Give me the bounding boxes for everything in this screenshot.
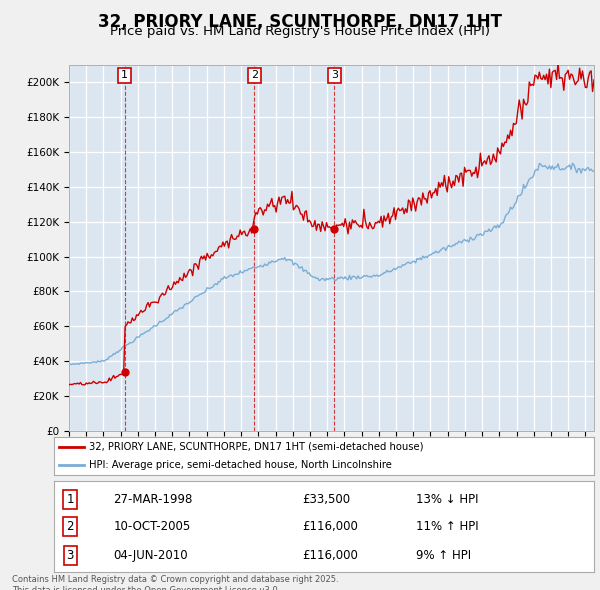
- Text: £116,000: £116,000: [302, 549, 358, 562]
- Text: 27-MAR-1998: 27-MAR-1998: [113, 493, 193, 506]
- Text: 13% ↓ HPI: 13% ↓ HPI: [416, 493, 478, 506]
- Text: Contains HM Land Registry data © Crown copyright and database right 2025.
This d: Contains HM Land Registry data © Crown c…: [12, 575, 338, 590]
- Text: 32, PRIORY LANE, SCUNTHORPE, DN17 1HT (semi-detached house): 32, PRIORY LANE, SCUNTHORPE, DN17 1HT (s…: [89, 442, 424, 452]
- Text: Price paid vs. HM Land Registry's House Price Index (HPI): Price paid vs. HM Land Registry's House …: [110, 25, 490, 38]
- Text: 04-JUN-2010: 04-JUN-2010: [113, 549, 188, 562]
- Text: 3: 3: [331, 70, 338, 80]
- Text: 3: 3: [67, 549, 74, 562]
- Text: £33,500: £33,500: [302, 493, 350, 506]
- Text: 9% ↑ HPI: 9% ↑ HPI: [416, 549, 471, 562]
- Text: HPI: Average price, semi-detached house, North Lincolnshire: HPI: Average price, semi-detached house,…: [89, 460, 392, 470]
- Text: 2: 2: [67, 520, 74, 533]
- Text: 1: 1: [121, 70, 128, 80]
- Text: 1: 1: [67, 493, 74, 506]
- Text: 32, PRIORY LANE, SCUNTHORPE, DN17 1HT: 32, PRIORY LANE, SCUNTHORPE, DN17 1HT: [98, 13, 502, 31]
- Text: 2: 2: [251, 70, 258, 80]
- Text: 10-OCT-2005: 10-OCT-2005: [113, 520, 191, 533]
- Text: 11% ↑ HPI: 11% ↑ HPI: [416, 520, 478, 533]
- Text: £116,000: £116,000: [302, 520, 358, 533]
